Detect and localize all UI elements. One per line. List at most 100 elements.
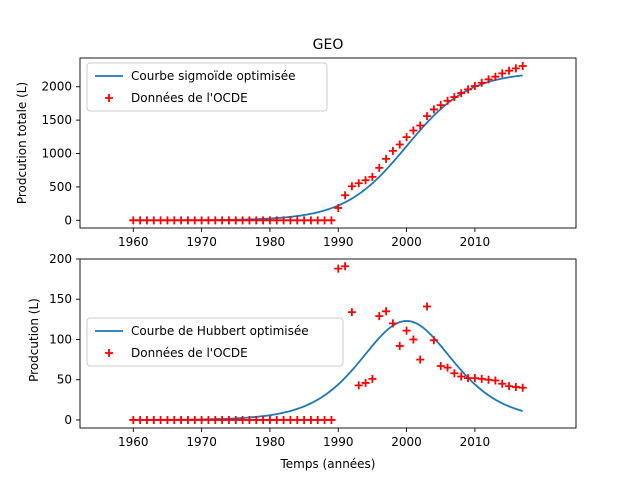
data-point-marker [252,216,261,225]
data-point-marker [313,415,322,424]
data-point-marker [170,216,179,225]
data-point-marker [511,382,520,391]
data-point-marker [204,415,213,424]
data-point-marker [457,372,466,381]
data-point-marker [320,415,329,424]
x-tick-label: 1970 [186,435,217,449]
data-point-marker [156,216,165,225]
y-tick-label: 150 [49,292,72,306]
data-point-marker [252,415,261,424]
data-point-marker [395,341,404,350]
data-point-marker [163,216,172,225]
x-tick-label: 2000 [391,435,422,449]
plot-frame [79,57,577,229]
legend-box [86,62,328,112]
data-point-marker [197,415,206,424]
data-point-marker [300,216,309,225]
data-point-marker [354,381,363,390]
data-point-marker [265,415,274,424]
y-tick-label: 0 [64,213,72,227]
data-point-marker [327,216,336,225]
data-point-marker [136,216,145,225]
x-axis-label: Temps (années) [280,457,376,471]
x-tick-label: 1980 [255,435,286,449]
data-point-marker [361,378,370,387]
data-point-marker [149,216,158,225]
data-point-marker [518,62,527,71]
data-point-marker [306,415,315,424]
data-point-marker [231,216,240,225]
data-point-marker [293,415,302,424]
x-tick-label: 1990 [323,235,354,249]
data-point-marker [224,216,233,225]
data-point-marker [204,216,213,225]
data-point-marker [423,302,432,311]
data-point-marker [416,355,425,364]
x-tick-label: 2000 [391,235,422,249]
data-point-marker [436,362,445,371]
legend: Courbe sigmoïde optimisée Données de l'OC… [86,62,328,112]
data-point-marker [409,126,418,135]
data-point-marker [334,264,343,273]
chart-title: GEO [313,37,344,53]
data-point-marker [224,415,233,424]
data-point-marker [272,216,281,225]
data-point-marker [450,369,459,378]
data-point-marker [190,216,199,225]
legend-marker-swatch [105,94,113,102]
data-point-marker [238,415,247,424]
data-point-marker [218,415,227,424]
data-point-marker [443,363,452,372]
data-point-marker [320,216,329,225]
data-point-marker [259,216,268,225]
data-point-marker [218,216,227,225]
data-point-marker [409,335,418,344]
data-point-marker [505,382,514,391]
data-point-marker [313,216,322,225]
legend-label: Données de l'OCDE [131,91,248,105]
data-point-marker [464,85,473,94]
data-point-marker [416,121,425,130]
data-point-marker [142,216,151,225]
data-point-marker [170,415,179,424]
data-point-marker [491,72,500,81]
chart-total-production: GEO Prodcution totale (L) 1960 1970 1980 19… [15,37,577,249]
data-point-marker [149,415,158,424]
data-point-marker [368,172,377,181]
legend-box [86,317,344,367]
data-point-marker [470,82,479,91]
data-point-marker [388,319,397,328]
x-tick-label: 1960 [118,235,149,249]
data-point-marker [129,216,138,225]
data-point-marker [286,216,295,225]
y-tick-label: 50 [57,373,72,387]
data-point-marker [245,216,254,225]
data-point-marker [457,89,466,98]
y-tick-label: 2000 [41,80,72,94]
data-point-marker [375,163,384,172]
data-point-marker [382,154,391,163]
legend: Courbe de Hubbert optimisée Données de l'… [86,317,344,367]
data-point-marker [177,415,186,424]
plot-frame [79,258,577,429]
x-tick-label: 1970 [186,235,217,249]
data-point-marker [505,66,514,75]
data-point-marker [354,179,363,188]
data-point-marker [279,415,288,424]
data-point-marker [265,216,274,225]
data-point-marker [518,383,527,392]
data-point-marker [511,64,520,73]
y-tick-label: 1500 [41,113,72,127]
data-point-marker [375,312,384,321]
data-point-marker [183,415,192,424]
data-point-marker [341,262,350,271]
data-point-marker [382,307,391,316]
legend-label: Courbe de Hubbert optimisée [131,324,309,338]
data-point-marker [306,216,315,225]
chart-annual-production: Temps (années) Prodcution (L) 1960 1970 19… [27,252,577,471]
x-tick-label: 1980 [255,235,286,249]
data-point-marker [491,376,500,385]
data-point-marker [429,105,438,114]
data-point-marker [163,415,172,424]
data-point-marker [293,216,302,225]
